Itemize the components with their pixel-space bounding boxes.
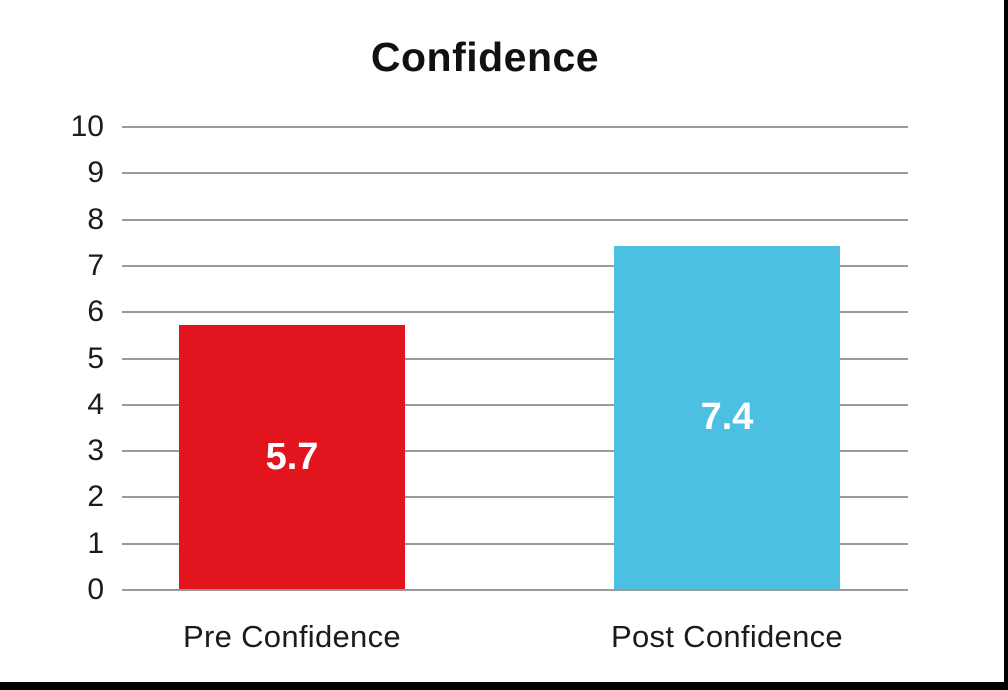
y-axis-tick-label-10: 10	[70, 110, 104, 143]
gridline-y-5	[122, 357, 908, 360]
gridline-y-10	[122, 126, 908, 128]
bar-post-confidence: 7.4	[614, 246, 840, 589]
y-axis-tick-label-2: 2	[87, 480, 104, 514]
gridline-y-2	[122, 496, 908, 499]
chart-title: Confidence	[370, 34, 600, 80]
y-axis-tick-label-0: 0	[87, 573, 104, 606]
frame-right-border	[1004, 0, 1008, 690]
y-axis-tick-label-1: 1	[87, 526, 104, 560]
gridline-y-6	[122, 311, 908, 314]
y-axis-tick-label-3: 3	[87, 434, 104, 468]
x-category-label-post-confidence: Post Confidence	[611, 619, 843, 654]
gridline-y-3	[122, 450, 908, 453]
bar-value-label: 5.7	[265, 435, 319, 478]
y-axis-tick-label-9: 9	[87, 156, 104, 190]
gridline-y-9	[122, 172, 908, 175]
frame-bottom-border	[0, 682, 1008, 690]
gridline-y-4	[122, 403, 908, 406]
gridline-y-1	[122, 542, 908, 545]
bar-value-label: 7.4	[700, 396, 754, 438]
gridline-y-8	[122, 218, 908, 221]
x-category-label-pre-confidence: Pre Confidence	[183, 619, 401, 654]
gridline-y-0	[122, 589, 908, 591]
y-axis-tick-label-4: 4	[87, 387, 104, 421]
y-axis-tick-label-5: 5	[87, 341, 104, 375]
y-axis-tick-label-8: 8	[87, 202, 104, 236]
y-axis-tick-label-6: 6	[87, 295, 104, 329]
gridline-y-7	[122, 264, 908, 267]
bar-pre-confidence: 5.7	[179, 325, 405, 589]
y-axis-tick-label-7: 7	[87, 248, 104, 282]
